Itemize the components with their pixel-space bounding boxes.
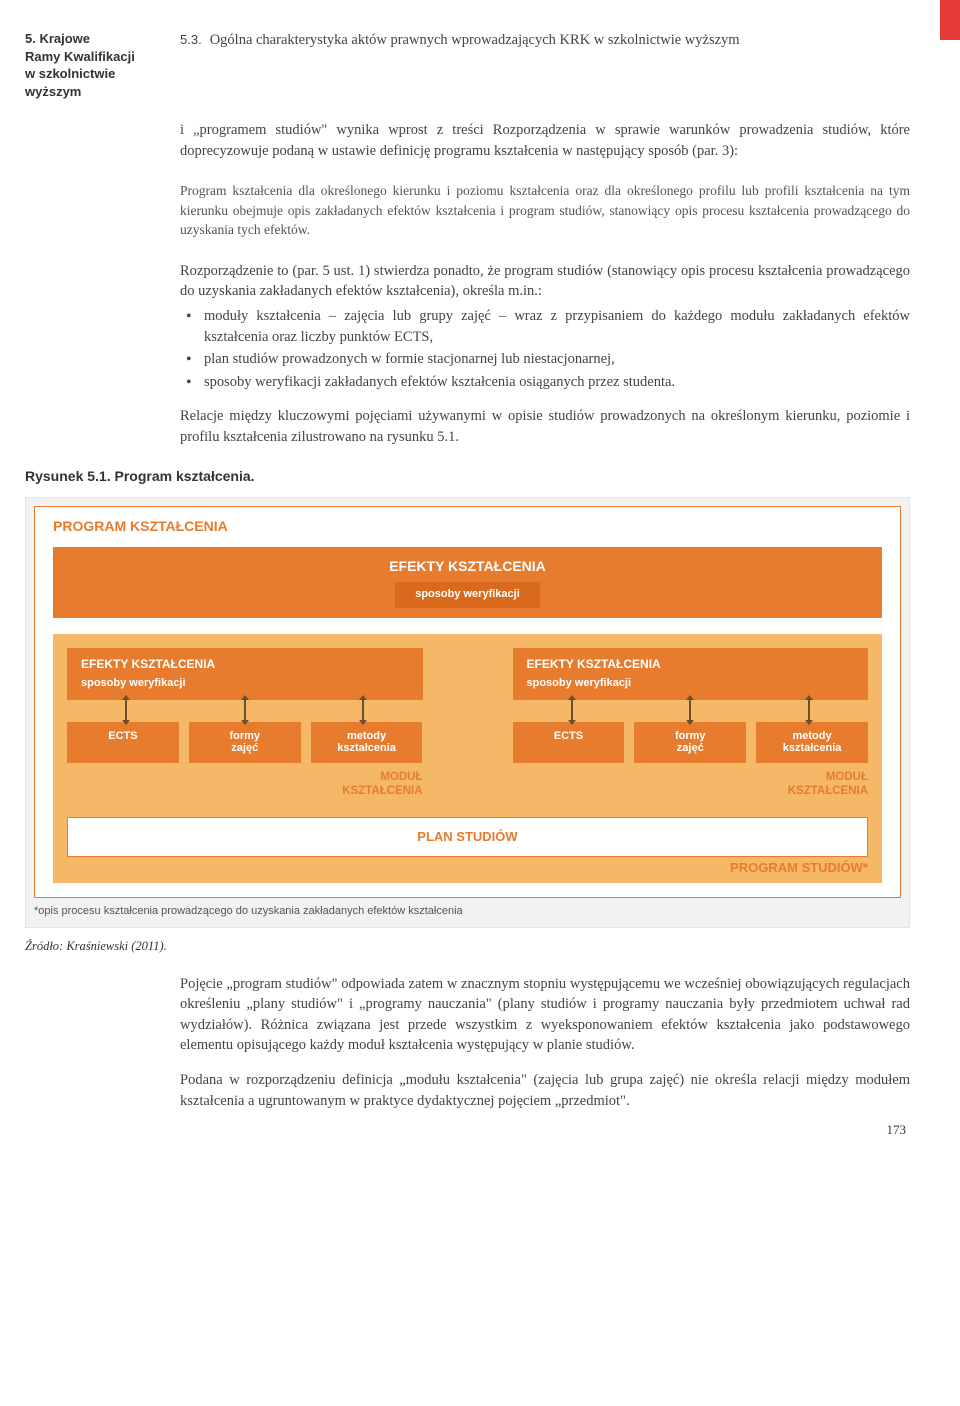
arrows	[67, 699, 423, 721]
ek-title: EFEKTY KSZTAŁCENIA	[81, 656, 409, 673]
paragraph: Pojęcie „program studiów" odpowiada zate…	[180, 974, 910, 1056]
intro-paragraph: i „programem studiów" wynika wprost z tr…	[180, 120, 910, 161]
page-tab	[940, 0, 960, 40]
arrows	[513, 699, 869, 721]
ects-pill: ECTS	[513, 722, 625, 763]
body-text: i „programem studiów" wynika wprost z tr…	[180, 120, 910, 447]
ek-sub: sposoby weryfikacji	[81, 676, 409, 691]
section-title: Ogólna charakterystyka aktów prawnych wp…	[210, 32, 740, 48]
relacje-paragraph: Relacje między kluczowymi pojęciami używ…	[180, 406, 910, 447]
module-label: MODUŁ KSZTAŁCENIA	[513, 771, 869, 799]
program-studiow-block: EFEKTY KSZTAŁCENIA sposoby weryfikacji E…	[53, 634, 882, 883]
efekty-box: EFEKTY KSZTAŁCENIA sposoby weryfikacji	[513, 648, 869, 700]
pill-row: ECTS formy zajęć metody kształcenia	[67, 722, 423, 763]
list-item: sposoby weryfikacji zakładanych efektów …	[180, 372, 910, 393]
roz-paragraph: Rozporządzenie to (par. 5 ust. 1) stwier…	[180, 261, 910, 302]
bullet-list: moduły kształcenia – zajęcia lub grupy z…	[180, 306, 910, 392]
program-title: PROGRAM KSZTAŁCENIA	[53, 517, 882, 537]
arrow-icon	[808, 699, 810, 721]
plan-studiow-box: PLAN STUDIÓW	[67, 817, 868, 857]
paragraph: Podana w rozporządzeniu definicja „moduł…	[180, 1070, 910, 1111]
list-item: plan studiów prowadzonych w formie stacj…	[180, 349, 910, 370]
diagram-footnote: *opis procesu kształcenia prowadzącego d…	[34, 904, 901, 919]
arrow-icon	[571, 699, 573, 721]
arrow-icon	[125, 699, 127, 721]
list-item: moduły kształcenia – zajęcia lub grupy z…	[180, 306, 910, 347]
ek-sub: sposoby weryfikacji	[527, 676, 855, 691]
ects-pill: ECTS	[67, 722, 179, 763]
module-label: MODUŁ KSZTAŁCENIA	[67, 771, 423, 799]
arrow-icon	[362, 699, 364, 721]
quote-block: Program kształcenia dla określonego kier…	[180, 175, 910, 244]
metody-pill: metody kształcenia	[311, 722, 423, 763]
formy-pill: formy zajęć	[189, 722, 301, 763]
pill-row: ECTS formy zajęć metody kształcenia	[513, 722, 869, 763]
efekty-title: EFEKTY KSZTAŁCENIA	[63, 557, 872, 577]
closing-text: Pojęcie „program studiów" odpowiada zate…	[180, 974, 910, 1111]
metody-pill: metody kształcenia	[756, 722, 868, 763]
formy-pill: formy zajęć	[634, 722, 746, 763]
ek-title: EFEKTY KSZTAŁCENIA	[527, 656, 855, 673]
program-studiow-label: PROGRAM STUDIÓW*	[730, 859, 868, 877]
module-block-right: EFEKTY KSZTAŁCENIA sposoby weryfikacji E…	[513, 648, 869, 799]
sidebar-heading: 5. Krajowe Ramy Kwalifikacji w szkolnict…	[25, 30, 180, 100]
top-efekty-box: EFEKTY KSZTAŁCENIA sposoby weryfikacji	[53, 547, 882, 618]
section-heading: 5.3. Ogólna charakterystyka aktów prawnyc…	[180, 30, 910, 100]
section-number: 5.3.	[180, 32, 202, 47]
efekty-box: EFEKTY KSZTAŁCENIA sposoby weryfikacji	[67, 648, 423, 700]
figure-caption: Rysunek 5.1. Program kształcenia.	[25, 467, 910, 487]
header-row: 5. Krajowe Ramy Kwalifikacji w szkolnict…	[25, 30, 910, 100]
diagram: PROGRAM KSZTAŁCENIA EFEKTY KSZTAŁCENIA s…	[25, 497, 910, 928]
arrow-icon	[244, 699, 246, 721]
sposoby-label: sposoby weryfikacji	[395, 582, 540, 607]
module-block-left: EFEKTY KSZTAŁCENIA sposoby weryfikacji E…	[67, 648, 423, 799]
page-number: 173	[25, 1121, 910, 1139]
source-line: Źródło: Kraśniewski (2011).	[25, 938, 910, 956]
program-ksztalcenia-block: PROGRAM KSZTAŁCENIA EFEKTY KSZTAŁCENIA s…	[34, 506, 901, 898]
arrow-icon	[689, 699, 691, 721]
page-content: 5. Krajowe Ramy Kwalifikacji w szkolnict…	[0, 0, 960, 1159]
modules-row: EFEKTY KSZTAŁCENIA sposoby weryfikacji E…	[67, 648, 868, 799]
